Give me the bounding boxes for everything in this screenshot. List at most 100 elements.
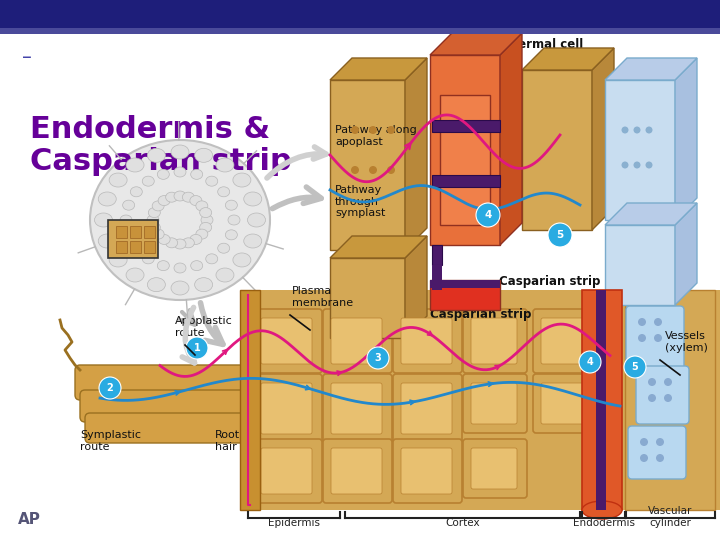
- FancyBboxPatch shape: [636, 366, 689, 424]
- FancyBboxPatch shape: [393, 374, 462, 443]
- Bar: [440, 95, 490, 225]
- Ellipse shape: [233, 253, 251, 267]
- Text: Root
hair: Root hair: [215, 430, 240, 451]
- Text: Vessels
(xylem): Vessels (xylem): [665, 332, 708, 353]
- Circle shape: [476, 203, 500, 227]
- FancyBboxPatch shape: [463, 439, 527, 498]
- FancyBboxPatch shape: [401, 318, 452, 364]
- Text: Casparian strip: Casparian strip: [499, 275, 600, 294]
- Circle shape: [579, 351, 601, 373]
- Circle shape: [621, 126, 629, 133]
- Bar: [596, 290, 606, 510]
- FancyBboxPatch shape: [323, 374, 392, 443]
- Polygon shape: [675, 203, 697, 305]
- Bar: [432, 245, 442, 265]
- Circle shape: [640, 454, 648, 462]
- FancyBboxPatch shape: [541, 383, 587, 424]
- Ellipse shape: [174, 263, 186, 273]
- Ellipse shape: [225, 200, 238, 210]
- FancyBboxPatch shape: [471, 318, 517, 364]
- Text: 5: 5: [557, 230, 564, 240]
- FancyBboxPatch shape: [80, 390, 255, 422]
- Ellipse shape: [194, 148, 212, 163]
- Circle shape: [351, 126, 359, 134]
- Bar: [0, 28, 720, 34]
- Text: Epidermis: Epidermis: [268, 518, 320, 528]
- Ellipse shape: [217, 187, 230, 197]
- FancyBboxPatch shape: [253, 309, 322, 373]
- Bar: [0, 0, 720, 28]
- Ellipse shape: [174, 239, 186, 249]
- FancyBboxPatch shape: [628, 426, 686, 479]
- Bar: [432, 175, 500, 187]
- Bar: [522, 70, 592, 230]
- Ellipse shape: [191, 261, 203, 271]
- Bar: [130, 241, 141, 253]
- Ellipse shape: [190, 195, 202, 206]
- Ellipse shape: [190, 234, 202, 245]
- Ellipse shape: [196, 229, 208, 239]
- Polygon shape: [330, 58, 427, 80]
- Ellipse shape: [126, 268, 144, 282]
- Ellipse shape: [109, 253, 127, 267]
- Bar: [130, 226, 141, 238]
- Ellipse shape: [143, 176, 154, 186]
- Ellipse shape: [216, 158, 234, 172]
- Ellipse shape: [157, 170, 169, 179]
- Polygon shape: [522, 48, 614, 70]
- Ellipse shape: [196, 201, 208, 211]
- Circle shape: [646, 126, 652, 133]
- Polygon shape: [675, 58, 697, 220]
- Text: 5: 5: [631, 362, 639, 372]
- Text: 3: 3: [374, 353, 382, 363]
- Bar: [625, 290, 715, 510]
- Polygon shape: [500, 33, 522, 245]
- Bar: [330, 80, 405, 250]
- Ellipse shape: [182, 238, 194, 248]
- Ellipse shape: [174, 167, 186, 177]
- Circle shape: [638, 334, 646, 342]
- FancyBboxPatch shape: [401, 448, 452, 494]
- Ellipse shape: [201, 215, 213, 225]
- Text: 4: 4: [587, 357, 593, 367]
- Text: Vascular
cylinder: Vascular cylinder: [648, 507, 693, 528]
- Ellipse shape: [90, 140, 270, 300]
- FancyBboxPatch shape: [463, 309, 527, 373]
- FancyBboxPatch shape: [75, 365, 260, 400]
- Ellipse shape: [174, 191, 186, 201]
- FancyBboxPatch shape: [541, 318, 587, 364]
- Bar: [430, 280, 500, 288]
- Bar: [108, 220, 158, 258]
- Ellipse shape: [126, 158, 144, 172]
- Ellipse shape: [206, 176, 217, 186]
- Text: 2: 2: [107, 383, 113, 393]
- Bar: [582, 290, 622, 510]
- FancyBboxPatch shape: [253, 439, 322, 503]
- Ellipse shape: [248, 213, 266, 227]
- Circle shape: [654, 318, 662, 326]
- Circle shape: [656, 454, 664, 462]
- Ellipse shape: [148, 207, 161, 218]
- FancyBboxPatch shape: [261, 383, 312, 434]
- Circle shape: [186, 337, 208, 359]
- Circle shape: [648, 394, 656, 402]
- Text: Casparian strip: Casparian strip: [469, 16, 571, 34]
- Ellipse shape: [206, 254, 217, 264]
- Circle shape: [646, 161, 652, 168]
- Ellipse shape: [147, 215, 159, 225]
- Bar: [432, 120, 500, 132]
- Circle shape: [656, 438, 664, 446]
- Text: Symplastic
route: Symplastic route: [80, 430, 141, 451]
- FancyBboxPatch shape: [533, 374, 597, 433]
- Text: Pathway along
apoplast: Pathway along apoplast: [335, 125, 417, 146]
- Ellipse shape: [225, 230, 238, 240]
- Circle shape: [664, 378, 672, 386]
- FancyBboxPatch shape: [85, 413, 250, 443]
- Ellipse shape: [122, 230, 135, 240]
- Bar: [605, 80, 675, 220]
- Ellipse shape: [122, 200, 135, 210]
- Circle shape: [387, 126, 395, 134]
- FancyBboxPatch shape: [261, 318, 312, 364]
- Polygon shape: [330, 236, 427, 258]
- FancyBboxPatch shape: [626, 306, 684, 369]
